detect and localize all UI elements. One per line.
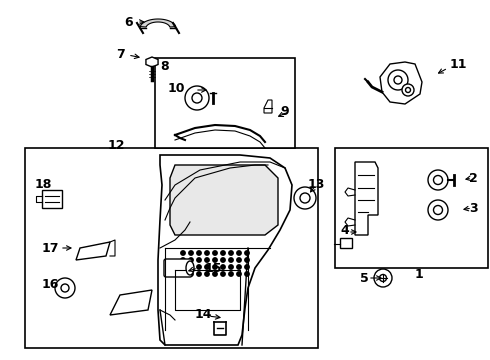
Polygon shape: [140, 19, 176, 27]
Circle shape: [229, 258, 233, 262]
Text: 10: 10: [168, 81, 186, 94]
Circle shape: [428, 200, 448, 220]
Text: 15: 15: [205, 261, 222, 274]
Circle shape: [221, 265, 225, 269]
Text: 13: 13: [308, 178, 325, 191]
Circle shape: [213, 265, 217, 269]
Polygon shape: [170, 165, 278, 235]
Circle shape: [205, 251, 209, 255]
Circle shape: [245, 265, 249, 269]
Ellipse shape: [186, 261, 194, 275]
Circle shape: [229, 272, 233, 276]
Polygon shape: [340, 238, 352, 248]
Circle shape: [213, 272, 217, 276]
Circle shape: [185, 86, 209, 110]
Circle shape: [181, 258, 185, 262]
Polygon shape: [76, 242, 110, 260]
Circle shape: [245, 272, 249, 276]
Text: 4: 4: [340, 224, 349, 237]
Circle shape: [189, 272, 193, 276]
Text: 17: 17: [42, 242, 59, 255]
Circle shape: [221, 272, 225, 276]
Circle shape: [402, 84, 414, 96]
Polygon shape: [158, 155, 292, 345]
Circle shape: [406, 87, 411, 93]
Bar: [155, 58, 295, 148]
Bar: [25, 148, 318, 348]
Text: 6: 6: [124, 15, 133, 28]
Circle shape: [434, 206, 442, 215]
Text: 2: 2: [469, 171, 478, 184]
Circle shape: [197, 265, 201, 269]
Text: 12: 12: [108, 139, 125, 152]
Circle shape: [394, 76, 402, 84]
Circle shape: [55, 278, 75, 298]
Circle shape: [205, 258, 209, 262]
Circle shape: [205, 272, 209, 276]
FancyBboxPatch shape: [164, 259, 192, 277]
Circle shape: [388, 70, 408, 90]
Text: 8: 8: [160, 60, 169, 73]
Circle shape: [213, 251, 217, 255]
Circle shape: [189, 251, 193, 255]
Text: 18: 18: [35, 178, 52, 191]
Polygon shape: [380, 62, 422, 104]
Text: 3: 3: [469, 202, 478, 215]
Circle shape: [197, 258, 201, 262]
Text: 7: 7: [116, 49, 125, 62]
Polygon shape: [146, 57, 158, 67]
Polygon shape: [264, 100, 272, 113]
Circle shape: [189, 258, 193, 262]
Bar: [335, 148, 488, 268]
Polygon shape: [110, 290, 152, 315]
Text: 14: 14: [195, 309, 213, 321]
Circle shape: [294, 187, 316, 209]
Circle shape: [237, 258, 241, 262]
Circle shape: [181, 265, 185, 269]
Text: 1: 1: [415, 268, 424, 281]
Circle shape: [197, 272, 201, 276]
Circle shape: [197, 251, 201, 255]
Text: 5: 5: [360, 271, 369, 284]
Circle shape: [229, 251, 233, 255]
Circle shape: [245, 251, 249, 255]
Circle shape: [61, 284, 69, 292]
Circle shape: [205, 265, 209, 269]
Polygon shape: [355, 162, 378, 235]
Circle shape: [300, 193, 310, 203]
Circle shape: [237, 251, 241, 255]
Circle shape: [221, 258, 225, 262]
Circle shape: [434, 175, 442, 184]
Circle shape: [237, 265, 241, 269]
Circle shape: [379, 274, 387, 282]
Circle shape: [221, 251, 225, 255]
Circle shape: [428, 170, 448, 190]
Circle shape: [181, 251, 185, 255]
Circle shape: [192, 93, 202, 103]
Text: 16: 16: [42, 279, 59, 292]
Circle shape: [181, 272, 185, 276]
Circle shape: [374, 269, 392, 287]
Circle shape: [237, 272, 241, 276]
Circle shape: [245, 258, 249, 262]
Polygon shape: [42, 190, 62, 208]
Text: 9: 9: [280, 105, 289, 118]
Circle shape: [213, 258, 217, 262]
Circle shape: [229, 265, 233, 269]
Circle shape: [189, 265, 193, 269]
Text: 11: 11: [450, 58, 467, 72]
